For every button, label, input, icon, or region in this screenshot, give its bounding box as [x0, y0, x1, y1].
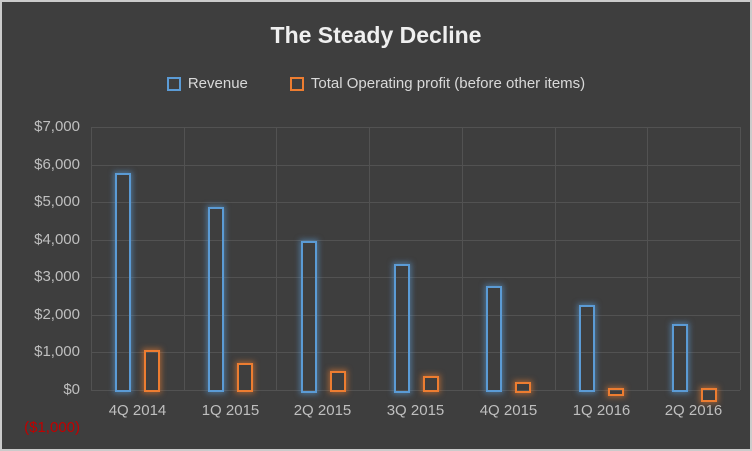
h-gridline: [91, 165, 740, 166]
y-axis-label: $5,000: [34, 193, 80, 210]
revenue-bar: [301, 241, 317, 393]
profit-bar: [237, 363, 253, 393]
legend-label-profit: Total Operating profit (before other ite…: [310, 75, 586, 92]
chart-title: The Steady Decline: [270, 22, 482, 48]
x-axis-label: 1Q 2015: [201, 402, 260, 419]
v-gridline: [462, 127, 463, 390]
profit-bar: [608, 387, 624, 397]
profit-bar: [423, 376, 439, 393]
profit-bar: [701, 387, 717, 402]
legend-label-revenue: Revenue: [187, 75, 248, 92]
revenue-bar: [115, 173, 131, 393]
legend-item-profit: Total Operating profit (before other ite…: [289, 75, 586, 92]
y-axis-label: ($1,000): [24, 419, 80, 436]
revenue-bar: [579, 304, 595, 393]
h-gridline: [91, 202, 740, 203]
profit-bar: [515, 381, 531, 393]
y-axis-label: $3,000: [34, 268, 80, 285]
legend-item-revenue: Revenue: [166, 75, 248, 92]
h-gridline: [91, 390, 740, 391]
v-gridline: [555, 127, 556, 390]
v-gridline: [276, 127, 277, 390]
x-axis-label: 2Q 2015: [293, 402, 352, 419]
v-gridline: [369, 127, 370, 390]
v-gridline: [91, 127, 92, 390]
revenue-bar: [394, 263, 410, 393]
x-axis-label: 1Q 2016: [572, 402, 631, 419]
v-gridline: [740, 127, 741, 390]
h-gridline: [91, 277, 740, 278]
y-axis-label: $1,000: [34, 343, 80, 360]
y-axis-label: $4,000: [34, 231, 80, 248]
revenue-bar: [486, 286, 502, 393]
x-axis-label: 3Q 2015: [386, 402, 445, 419]
h-gridline: [91, 352, 740, 353]
x-axis-label: 4Q 2014: [108, 402, 167, 419]
h-gridline: [91, 127, 740, 128]
v-gridline: [184, 127, 185, 390]
y-axis-label: $0: [63, 381, 80, 398]
h-gridline: [91, 315, 740, 316]
revenue-bar: [672, 323, 688, 393]
profit-bar: [330, 371, 346, 393]
profit-swatch-icon: [289, 76, 304, 91]
profit-bar: [144, 349, 160, 393]
revenue-swatch-icon: [166, 76, 181, 91]
revenue-bar: [208, 207, 224, 393]
h-gridline: [91, 240, 740, 241]
legend: Revenue Total Operating profit (before o…: [2, 75, 750, 92]
y-axis-label: $2,000: [34, 306, 80, 323]
x-axis-label: 2Q 2016: [664, 402, 723, 419]
y-axis-label: $7,000: [34, 118, 80, 135]
y-axis-label: $6,000: [34, 156, 80, 173]
v-gridline: [647, 127, 648, 390]
x-axis-label: 4Q 2015: [479, 402, 538, 419]
